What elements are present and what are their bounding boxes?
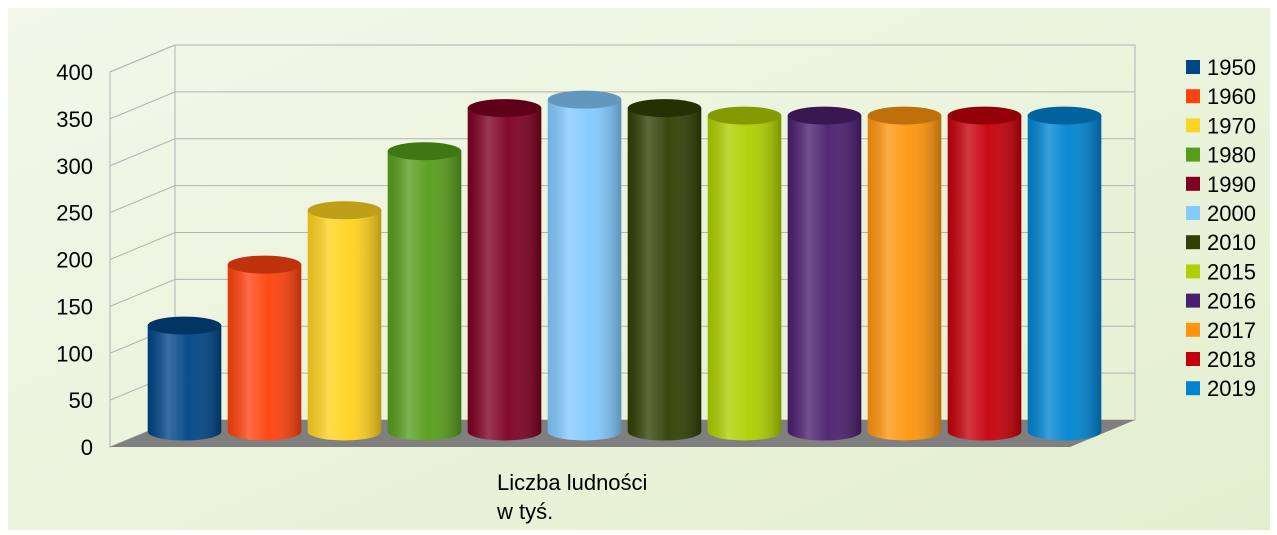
legend-item-2019: 2019	[1186, 376, 1256, 401]
legend-label: 2010	[1207, 230, 1256, 255]
legend-label: 2000	[1207, 201, 1256, 226]
bar-top	[307, 201, 382, 220]
legend-label: 2019	[1207, 376, 1256, 401]
legend-item-2017: 2017	[1186, 318, 1256, 343]
legend-label: 2017	[1207, 318, 1256, 343]
y-tick-label: 400	[56, 60, 93, 85]
legend-label: 2018	[1207, 347, 1256, 372]
legend-swatch	[1186, 381, 1200, 396]
bar-2016	[787, 106, 862, 441]
legend-item-2015: 2015	[1186, 259, 1256, 284]
legend-swatch	[1186, 60, 1200, 74]
legend: 1950 1960 1970 1980 1990 2000 2010 2015 2016 2017…	[1186, 55, 1256, 401]
bar-2015	[707, 106, 782, 441]
legend-label: 1980	[1207, 143, 1256, 168]
bar-top	[467, 99, 542, 118]
bar-shading	[147, 325, 222, 441]
bar-2017	[867, 106, 942, 441]
legend-item-2018: 2018	[1186, 347, 1256, 372]
y-tick-label: 200	[56, 248, 93, 273]
bar-1950	[147, 316, 222, 441]
legend-label: 1970	[1207, 113, 1256, 138]
y-tick-label: 350	[56, 107, 93, 132]
bar-shading	[467, 108, 542, 441]
bar-top	[707, 106, 782, 125]
x-axis-label-line-2: w tyś.	[496, 499, 553, 524]
bar-shading	[547, 99, 622, 441]
bar-top	[867, 106, 942, 125]
legend-swatch	[1186, 235, 1200, 250]
legend-swatch	[1186, 147, 1200, 162]
bar-shading	[1027, 115, 1102, 441]
legend-swatch	[1186, 176, 1200, 191]
bar-1980	[387, 142, 462, 441]
legend-item-1980: 1980	[1186, 143, 1256, 168]
bar-top	[627, 99, 702, 118]
legend-swatch	[1186, 89, 1200, 104]
legend-label: 2015	[1207, 259, 1256, 284]
bar-top	[387, 142, 462, 161]
legend-swatch	[1186, 293, 1200, 308]
y-tick-label: 50	[69, 388, 93, 413]
bar-shading	[227, 264, 302, 441]
bar-2010	[627, 99, 702, 441]
y-tick-label: 0	[81, 435, 93, 460]
legend-item-1950: 1950	[1186, 55, 1256, 80]
gridline	[109, 44, 1135, 73]
bar-shading	[867, 115, 942, 441]
bar-top	[547, 90, 622, 109]
bar-1990	[467, 99, 542, 441]
legend-label: 1990	[1207, 172, 1256, 197]
legend-label: 1950	[1207, 55, 1256, 80]
legend-swatch	[1186, 322, 1200, 337]
bar-shading	[627, 108, 702, 441]
y-tick-label: 300	[56, 154, 93, 179]
bar-top	[147, 316, 222, 335]
bar-shading	[707, 115, 782, 441]
legend-swatch	[1186, 264, 1200, 279]
legend-item-2016: 2016	[1186, 289, 1256, 314]
y-tick-label: 100	[56, 341, 93, 366]
legend-label: 2016	[1207, 289, 1256, 314]
bar-2019	[1027, 106, 1102, 441]
x-axis-label-line-1: Liczba ludności	[497, 470, 647, 495]
legend-swatch	[1186, 118, 1200, 133]
legend-swatch	[1186, 352, 1200, 366]
bar-2018	[947, 106, 1022, 441]
bar-shading	[387, 151, 462, 441]
y-tick-label: 150	[56, 294, 93, 319]
bar-top	[947, 106, 1022, 125]
bar-top	[227, 255, 302, 274]
bar-1970	[307, 201, 382, 441]
y-tick-label: 250	[56, 201, 93, 226]
bar-shading	[307, 210, 382, 441]
legend-item-1960: 1960	[1186, 84, 1256, 109]
bar-top	[787, 106, 862, 125]
bar-top	[1027, 106, 1102, 125]
legend-item-2010: 2010	[1186, 230, 1256, 255]
bar-1960	[227, 255, 302, 441]
legend-item-1970: 1970	[1186, 113, 1256, 138]
gridline	[109, 91, 1135, 120]
bar-2000	[547, 90, 622, 441]
bar-shading	[947, 115, 1022, 441]
legend-item-1990: 1990	[1186, 172, 1256, 197]
legend-item-2000: 2000	[1186, 201, 1256, 226]
legend-swatch	[1186, 206, 1200, 220]
bar-shading	[787, 115, 862, 441]
legend-label: 1960	[1207, 84, 1256, 109]
